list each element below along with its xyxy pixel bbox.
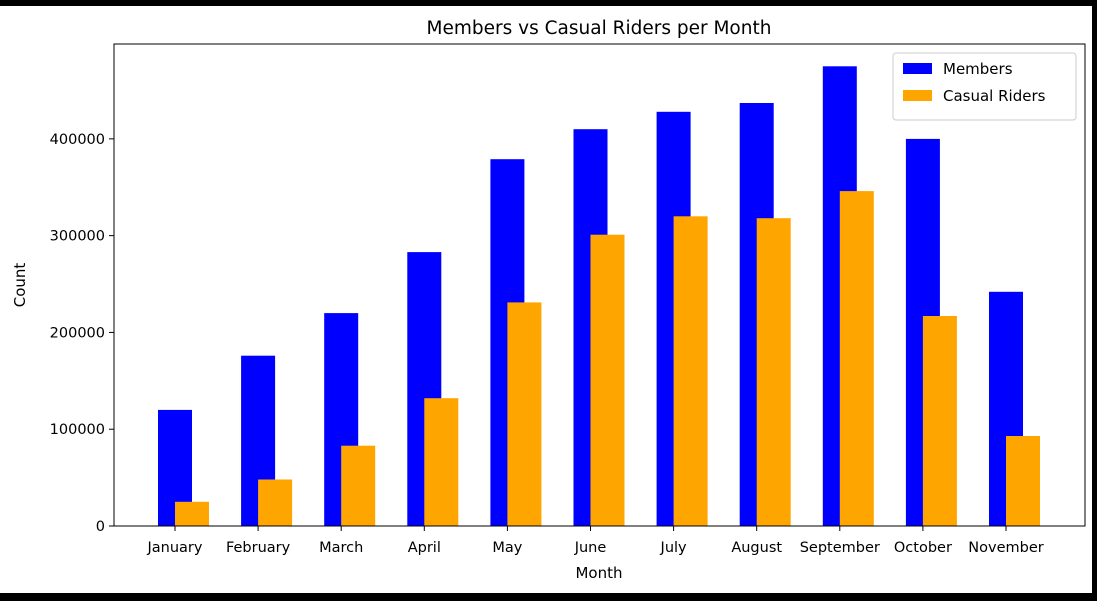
legend-label-members: Members [943, 60, 1013, 78]
x-tick-label: February [226, 540, 291, 556]
x-tick-label: September [800, 540, 880, 556]
y-tick-label: 0 [96, 519, 105, 535]
y-tick-label: 300000 [50, 229, 105, 245]
plot-frame [113, 43, 1086, 527]
legend-label-casual-riders: Casual Riders [943, 87, 1046, 105]
x-tick-label: October [894, 540, 952, 556]
x-tick-label: May [492, 540, 522, 556]
legend-swatch-casual-riders [903, 90, 932, 101]
bars-group [158, 66, 1040, 527]
legend-swatch-members [903, 63, 932, 74]
y-tick-label: 400000 [50, 132, 105, 148]
bar-casual-riders-july [673, 216, 708, 527]
y-axis-title: Count [11, 263, 29, 308]
y-tick-label: 100000 [50, 422, 105, 438]
x-tick-label: April [408, 540, 441, 556]
y-tick-label: 200000 [50, 325, 105, 341]
bar-casual-riders-june [590, 234, 625, 526]
x-tick-label: August [731, 540, 782, 556]
x-tick-label: March [319, 540, 363, 556]
x-axis-title: Month [575, 564, 622, 582]
legend-box [892, 52, 1077, 121]
chart-figure: 0 100000 200000 300000 400000 January Februar… [0, 6, 1092, 593]
chart-title: Members vs Casual Riders per Month [427, 18, 772, 39]
bar-casual-riders-september [839, 191, 874, 526]
x-tick-label: January [147, 540, 203, 556]
x-tick-label: June [574, 540, 607, 556]
bar-casual-riders-may [507, 302, 542, 526]
bar-casual-riders-november [1006, 436, 1040, 526]
x-axis-ticks: January February March April May June July Augu… [147, 526, 1044, 556]
bar-chart: 0 100000 200000 300000 400000 January Februar… [11, 18, 1086, 582]
bar-casual-riders-february [258, 479, 293, 526]
x-tick-label: July [660, 540, 687, 556]
y-axis-ticks: 0 100000 200000 300000 400000 [50, 132, 114, 535]
bar-casual-riders-august [756, 218, 791, 526]
bar-casual-riders-october [922, 316, 957, 526]
bar-casual-riders-march [341, 445, 376, 526]
legend: Members Casual Riders [892, 52, 1077, 121]
x-tick-label: November [968, 540, 1043, 556]
bar-casual-riders-january [175, 501, 209, 526]
bar-casual-riders-april [424, 398, 459, 526]
